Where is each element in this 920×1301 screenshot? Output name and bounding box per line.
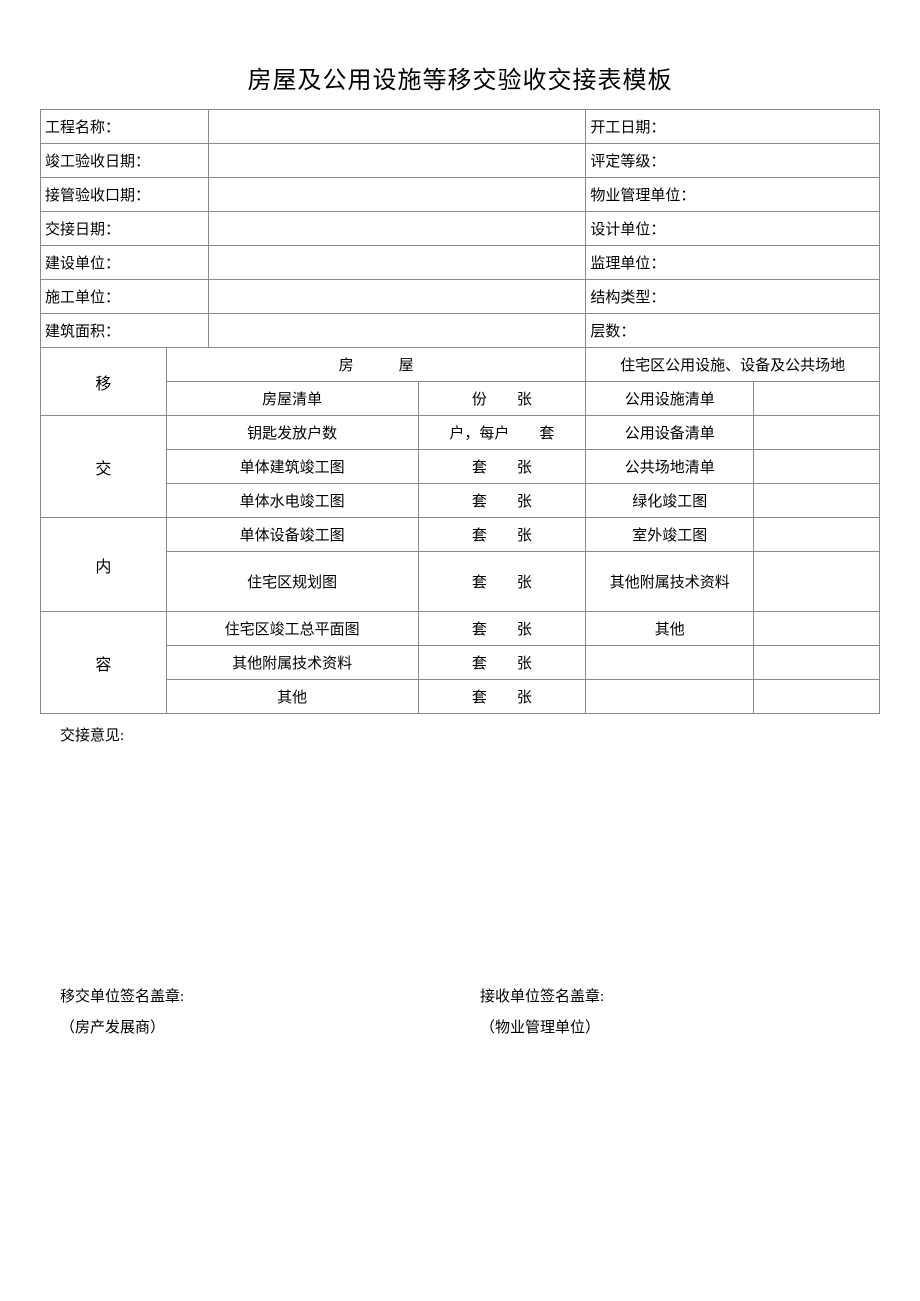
content-row: 房屋清单份 张公用设施清单 xyxy=(41,382,880,416)
left-item-name: 单体水电竣工图 xyxy=(166,484,418,518)
left-item-name: 钥匙发放户数 xyxy=(166,416,418,450)
right-item-name: 公用设备清单 xyxy=(586,416,754,450)
header-row: 竣工验收日期： 评定等级： xyxy=(41,144,880,178)
header-right-label: 设计单位： xyxy=(586,212,880,246)
signature-left: 移交单位签名盖章: （房产发展商） xyxy=(40,985,460,1047)
header-right-label: 层数： xyxy=(586,314,880,348)
side-label: 容 xyxy=(41,612,167,714)
comments-label: 交接意见: xyxy=(40,714,880,745)
sig-right-line1: 接收单位签名盖章: xyxy=(480,985,880,1006)
right-item-name xyxy=(586,680,754,714)
content-row: 内单体设备竣工图套 张室外竣工图 xyxy=(41,518,880,552)
left-item-qty: 户，每户 套 xyxy=(418,416,586,450)
header-left-value xyxy=(208,246,586,280)
left-item-name: 其他附属技术资料 xyxy=(166,646,418,680)
header-left-value xyxy=(208,178,586,212)
header-left-value xyxy=(208,314,586,348)
right-item-name: 其他 xyxy=(586,612,754,646)
left-item-name: 住宅区规划图 xyxy=(166,552,418,612)
content-row: 住宅区规划图套 张其他附属技术资料 xyxy=(41,552,880,612)
header-left-value xyxy=(208,212,586,246)
right-item-qty xyxy=(754,612,880,646)
signature-block: 移交单位签名盖章: （房产发展商） 接收单位签名盖章: （物业管理单位） xyxy=(40,985,880,1047)
side-label: 移 xyxy=(41,348,167,416)
header-left-label: 接管验收口期： xyxy=(41,178,209,212)
header-left-label: 建设单位： xyxy=(41,246,209,280)
header-right-label: 结构类型： xyxy=(586,280,880,314)
content-row: 容住宅区竣工总平面图套 张其他 xyxy=(41,612,880,646)
side-label: 内 xyxy=(41,518,167,612)
right-item-name xyxy=(586,646,754,680)
right-item-qty xyxy=(754,552,880,612)
left-item-name: 其他 xyxy=(166,680,418,714)
right-item-qty xyxy=(754,518,880,552)
section-right: 住宅区公用设施、设备及公共场地 xyxy=(586,348,880,382)
header-right-label: 监理单位： xyxy=(586,246,880,280)
right-item-name: 公用设施清单 xyxy=(586,382,754,416)
left-item-qty: 套 张 xyxy=(418,612,586,646)
header-right-label: 物业管理单位： xyxy=(586,178,880,212)
right-item-qty xyxy=(754,450,880,484)
header-left-value xyxy=(208,280,586,314)
right-item-qty xyxy=(754,680,880,714)
side-label: 交 xyxy=(41,416,167,518)
header-left-label: 工程名称： xyxy=(41,110,209,144)
left-item-qty: 套 张 xyxy=(418,680,586,714)
header-left-label: 竣工验收日期： xyxy=(41,144,209,178)
right-item-name: 绿化竣工图 xyxy=(586,484,754,518)
sig-left-line2: （房产发展商） xyxy=(60,1016,460,1037)
right-item-name: 室外竣工图 xyxy=(586,518,754,552)
content-row: 其他套 张 xyxy=(41,680,880,714)
header-left-label: 施工单位： xyxy=(41,280,209,314)
left-item-qty: 套 张 xyxy=(418,552,586,612)
left-item-qty: 套 张 xyxy=(418,484,586,518)
right-item-name: 公共场地清单 xyxy=(586,450,754,484)
header-row: 接管验收口期： 物业管理单位： xyxy=(41,178,880,212)
header-left-label: 建筑面积： xyxy=(41,314,209,348)
section-header-row: 移房 屋住宅区公用设施、设备及公共场地 xyxy=(41,348,880,382)
content-row: 单体水电竣工图套 张绿化竣工图 xyxy=(41,484,880,518)
sig-left-line1: 移交单位签名盖章: xyxy=(60,985,460,1006)
header-right-label: 开工日期： xyxy=(586,110,880,144)
right-item-qty xyxy=(754,416,880,450)
content-row: 其他附属技术资料套 张 xyxy=(41,646,880,680)
left-item-qty: 套 张 xyxy=(418,450,586,484)
left-item-qty: 份 张 xyxy=(418,382,586,416)
section-left: 房 屋 xyxy=(166,348,585,382)
right-item-qty xyxy=(754,646,880,680)
handover-table: 工程名称：开工日期：竣工验收日期：评定等级：接管验收口期：物业管理单位：交接日期… xyxy=(40,109,880,714)
header-row: 交接日期： 设计单位： xyxy=(41,212,880,246)
sig-right-line2: （物业管理单位） xyxy=(480,1016,880,1037)
left-item-qty: 套 张 xyxy=(418,646,586,680)
header-row: 建设单位： 监理单位： xyxy=(41,246,880,280)
header-left-label: 交接日期： xyxy=(41,212,209,246)
left-item-name: 房屋清单 xyxy=(166,382,418,416)
header-left-value xyxy=(208,144,586,178)
right-item-qty xyxy=(754,484,880,518)
content-row: 交钥匙发放户数户，每户 套公用设备清单 xyxy=(41,416,880,450)
header-row: 工程名称： 开工日期： xyxy=(41,110,880,144)
left-item-name: 住宅区竣工总平面图 xyxy=(166,612,418,646)
left-item-name: 单体建筑竣工图 xyxy=(166,450,418,484)
page-title: 房屋及公用设施等移交验收交接表模板 xyxy=(40,60,880,95)
left-item-name: 单体设备竣工图 xyxy=(166,518,418,552)
header-right-label: 评定等级： xyxy=(586,144,880,178)
right-item-name: 其他附属技术资料 xyxy=(586,552,754,612)
content-row: 单体建筑竣工图套 张公共场地清单 xyxy=(41,450,880,484)
header-left-value xyxy=(208,110,586,144)
right-item-qty xyxy=(754,382,880,416)
header-row: 建筑面积： 层数： xyxy=(41,314,880,348)
left-item-qty: 套 张 xyxy=(418,518,586,552)
header-row: 施工单位： 结构类型： xyxy=(41,280,880,314)
signature-right: 接收单位签名盖章: （物业管理单位） xyxy=(460,985,880,1047)
